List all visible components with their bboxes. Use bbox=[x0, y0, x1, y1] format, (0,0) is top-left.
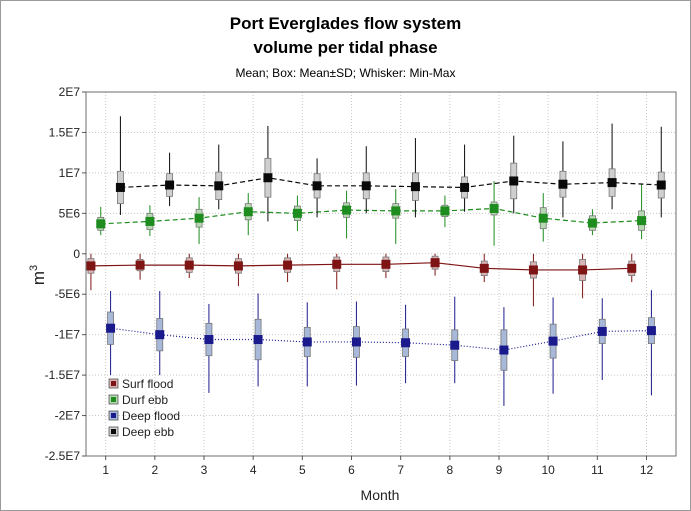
series-line-deep-ebb bbox=[120, 177, 662, 189]
legend-label-deep-ebb: Deep ebb bbox=[122, 425, 174, 439]
y-tick-label: 1.5E7 bbox=[49, 125, 81, 139]
mean-marker-durf-ebb bbox=[342, 205, 352, 215]
mean-marker-durf-ebb bbox=[96, 219, 106, 229]
mean-marker-deep-flood bbox=[548, 336, 558, 346]
mean-marker-surf-flood bbox=[332, 259, 342, 269]
x-tick-label: 2 bbox=[151, 463, 158, 477]
series-layer bbox=[86, 116, 666, 406]
mean-marker-deep-flood bbox=[253, 335, 263, 345]
x-tick-label: 9 bbox=[496, 463, 503, 477]
mean-marker-durf-ebb bbox=[538, 213, 548, 223]
mean-marker-deep-flood bbox=[302, 337, 312, 347]
x-tick-label: 7 bbox=[397, 463, 404, 477]
mean-marker-deep-flood bbox=[351, 337, 361, 347]
series-line-deep-flood bbox=[110, 327, 652, 351]
mean-marker-durf-ebb bbox=[194, 213, 204, 223]
x-tick-label: 3 bbox=[201, 463, 208, 477]
legend-marker-surf-flood bbox=[111, 381, 116, 386]
mean-marker-surf-flood bbox=[86, 261, 96, 271]
mean-marker-durf-ebb bbox=[145, 216, 155, 226]
mean-marker-deep-ebb bbox=[558, 179, 568, 189]
y-tick-label: -2.5E7 bbox=[45, 449, 81, 463]
legend: Surf flood Durf ebb Deep flood Deep ebb bbox=[108, 377, 180, 439]
mean-marker-deep-ebb bbox=[410, 182, 420, 192]
y-tick-label: 0 bbox=[73, 247, 80, 261]
mean-marker-surf-flood bbox=[135, 260, 145, 270]
mean-marker-surf-flood bbox=[479, 263, 489, 273]
legend-label-surf-flood: Surf flood bbox=[122, 377, 173, 391]
mean-marker-surf-flood bbox=[578, 265, 588, 275]
x-tick-label: 1 bbox=[102, 463, 109, 477]
mean-marker-durf-ebb bbox=[292, 208, 302, 218]
y-tick-label: -2E7 bbox=[55, 409, 81, 423]
x-tick-label: 11 bbox=[591, 463, 604, 477]
plot-area-border bbox=[85, 91, 677, 457]
mean-marker-deep-flood bbox=[450, 340, 460, 350]
y-axis-label-unit: m bbox=[29, 271, 48, 285]
legend-marker-deep-flood bbox=[111, 413, 116, 418]
y-tick-label: 5E6 bbox=[59, 206, 81, 220]
mean-marker-surf-flood bbox=[184, 260, 194, 270]
mean-marker-surf-flood bbox=[627, 263, 637, 273]
mean-marker-deep-flood bbox=[401, 338, 411, 348]
mean-marker-deep-ebb bbox=[165, 180, 175, 190]
y-tick-label: 2E7 bbox=[59, 85, 81, 99]
mean-marker-surf-flood bbox=[233, 261, 243, 271]
mean-marker-deep-ebb bbox=[460, 182, 470, 192]
mean-marker-durf-ebb bbox=[440, 206, 450, 216]
mean-marker-deep-flood bbox=[204, 335, 214, 345]
y-tick-label: -5E6 bbox=[55, 287, 81, 301]
mean-marker-surf-flood bbox=[283, 260, 293, 270]
mean-marker-deep-ebb bbox=[509, 176, 519, 186]
chart-title: Port Everglades flow system bbox=[229, 14, 462, 33]
mean-marker-deep-flood bbox=[155, 330, 165, 340]
legend-marker-deep-ebb bbox=[111, 429, 116, 434]
y-axis-label: m3 bbox=[28, 265, 48, 285]
x-tick-label: 10 bbox=[541, 463, 555, 477]
mean-marker-durf-ebb bbox=[587, 218, 597, 228]
y-tick-label: 1E7 bbox=[59, 166, 81, 180]
grid-layer bbox=[86, 91, 676, 457]
mean-marker-durf-ebb bbox=[637, 216, 647, 226]
series-line-surf-flood bbox=[90, 262, 632, 271]
x-axis-label: Month bbox=[361, 487, 400, 503]
legend-label-deep-flood: Deep flood bbox=[122, 409, 180, 423]
x-tick-label: 12 bbox=[640, 463, 654, 477]
mean-marker-deep-ebb bbox=[656, 180, 666, 190]
mean-marker-surf-flood bbox=[381, 259, 391, 269]
legend-marker-durf-ebb bbox=[111, 397, 116, 402]
mean-marker-deep-ebb bbox=[214, 181, 224, 191]
axis-layer: 2E7 1.5E7 1E7 5E6 0 -5E6 -1E7 -1.5E7 -2E7 -2.5E7 1… bbox=[45, 85, 654, 477]
mean-marker-deep-flood bbox=[499, 345, 509, 355]
mean-marker-durf-ebb bbox=[243, 207, 253, 217]
x-tick-label: 5 bbox=[299, 463, 306, 477]
x-tick-label: 6 bbox=[348, 463, 355, 477]
mean-marker-deep-ebb bbox=[607, 178, 617, 188]
chart-title-line2: volume per tidal phase bbox=[253, 38, 438, 57]
mean-marker-surf-flood bbox=[528, 265, 538, 275]
x-tick-label: 8 bbox=[446, 463, 453, 477]
mean-marker-deep-ebb bbox=[361, 181, 371, 191]
mean-marker-deep-flood bbox=[597, 326, 607, 336]
mean-marker-durf-ebb bbox=[489, 203, 499, 213]
mean-marker-deep-ebb bbox=[263, 173, 273, 183]
mean-marker-durf-ebb bbox=[391, 206, 401, 216]
mean-marker-deep-ebb bbox=[115, 182, 125, 192]
y-tick-label: -1.5E7 bbox=[45, 368, 81, 382]
chart-subtitle: Mean; Box: Mean±SD; Whisker: Min-Max bbox=[235, 66, 456, 80]
series-line-durf-ebb bbox=[100, 207, 642, 225]
x-tick-label: 4 bbox=[250, 463, 257, 477]
mean-marker-deep-flood bbox=[646, 326, 656, 336]
legend-label-durf-ebb: Durf ebb bbox=[122, 393, 168, 407]
mean-marker-deep-ebb bbox=[312, 181, 322, 191]
mean-marker-deep-flood bbox=[106, 323, 116, 333]
mean-marker-surf-flood bbox=[430, 258, 440, 268]
y-axis-label-superscript: 3 bbox=[28, 265, 40, 271]
y-tick-label: -1E7 bbox=[55, 328, 81, 342]
